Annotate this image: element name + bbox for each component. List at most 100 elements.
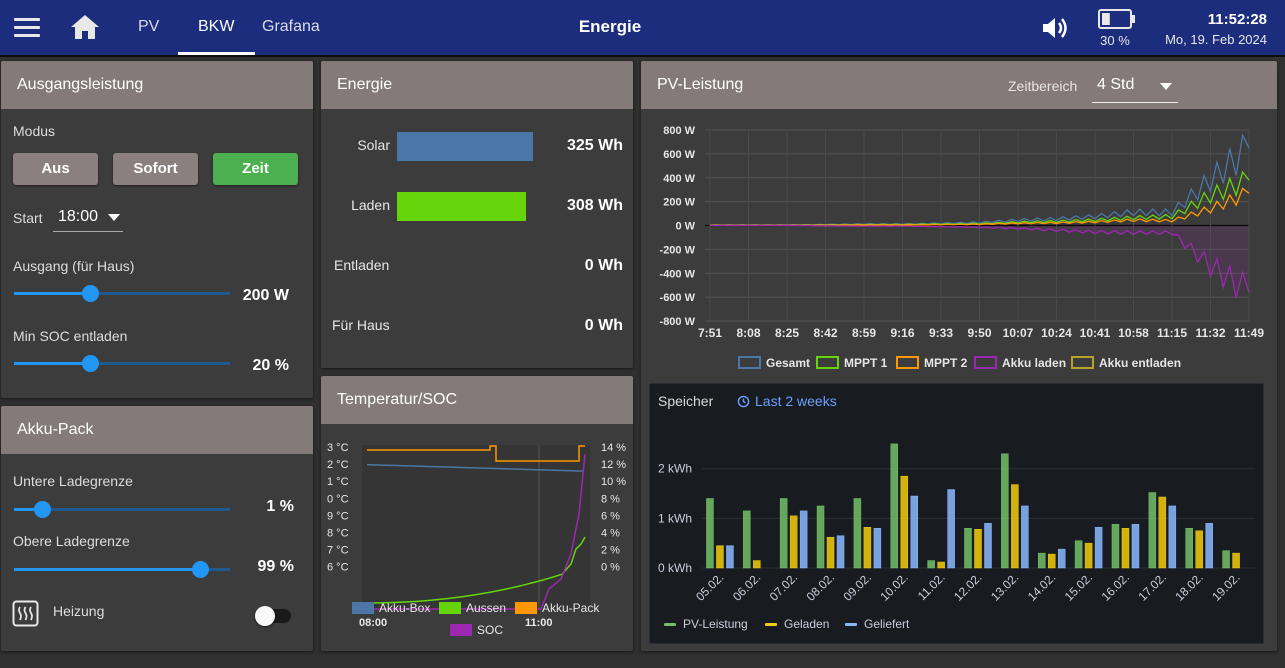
storage-panel-title: Speicher <box>658 393 714 409</box>
output-slider[interactable] <box>14 285 230 302</box>
y2-tick-label: 0 % <box>601 562 620 574</box>
start-label: Start <box>13 210 43 226</box>
mode-instant-button[interactable]: Sofort <box>113 153 198 185</box>
battery-pack-card: Akku-Pack Untere Ladegrenze 1 % Obere La… <box>1 406 313 651</box>
heater-toggle-knob[interactable] <box>255 606 275 626</box>
y-tick-label: 7 °C <box>327 545 349 557</box>
time-range-text: Last 2 weeks <box>755 393 837 409</box>
series-akku-laden <box>710 224 1250 299</box>
bar-geliefert <box>726 545 734 569</box>
y-tick-label: -400 W <box>660 268 696 280</box>
legend-label: MPPT 1 <box>844 356 888 370</box>
x-tick-label: 15.02. <box>1062 570 1095 603</box>
bar-geladen <box>826 536 835 569</box>
series-aussen <box>366 536 586 604</box>
x-tick-label: 08:00 <box>359 617 387 629</box>
energy-row-label: Solar <box>357 137 390 153</box>
legend-label: Geladen <box>784 617 829 631</box>
mode-time-button[interactable]: Zeit <box>213 153 298 185</box>
battery-percent: 30 % <box>1100 33 1130 48</box>
tab-grafana[interactable]: Grafana <box>262 18 320 35</box>
x-tick-label: 16.02. <box>1099 570 1132 603</box>
legend-swatch <box>896 356 919 369</box>
bar-geladen <box>974 529 982 569</box>
x-tick-label: 8:42 <box>813 326 837 340</box>
bar-geliefert <box>1168 505 1177 569</box>
min-soc-slider-knob[interactable] <box>81 355 99 372</box>
chevron-down-icon <box>1160 83 1172 90</box>
bar-geladen <box>716 545 724 569</box>
volume-icon[interactable] <box>1040 14 1070 47</box>
menu-icon[interactable] <box>14 18 40 38</box>
top-app-bar: PV BKW Grafana Energie 30 % 11:52:28 Mo,… <box>0 0 1285 57</box>
y-tick-label: -600 W <box>660 292 696 304</box>
tab-pv[interactable]: PV <box>138 18 160 35</box>
bar-pv-leistung <box>1111 524 1120 569</box>
bar-pv-leistung <box>1074 540 1083 569</box>
series-akku-pack <box>367 445 585 462</box>
energy-bar <box>397 192 526 221</box>
bar-geladen <box>1232 552 1240 569</box>
bar-geladen <box>900 475 909 569</box>
time-range-select[interactable]: 4 Std <box>1092 69 1178 103</box>
min-soc-slider[interactable] <box>14 355 230 372</box>
x-tick-label: 8:08 <box>736 326 760 340</box>
bar-geladen <box>1047 553 1056 569</box>
y2-tick-label: 12 % <box>601 459 626 471</box>
x-tick-label: 11:32 <box>1195 326 1225 340</box>
output-slider-knob[interactable] <box>81 285 99 302</box>
temperature-soc-card: Temperatur/SOC 3 °C 2 °C 1 °C 0 °C 9 °C 8 °C 7… <box>321 376 633 651</box>
energy-row-value: 325 Wh <box>566 137 623 154</box>
y2-tick-label: 14 % <box>601 442 626 454</box>
upper-limit-slider-knob[interactable] <box>191 561 209 578</box>
battery-icon <box>1098 8 1136 35</box>
lower-limit-slider-knob[interactable] <box>34 501 52 518</box>
x-tick-label: 07.02. <box>767 570 800 603</box>
bar-pv-leistung <box>706 498 714 569</box>
legend-swatch <box>765 623 777 626</box>
bar-geliefert <box>873 528 882 569</box>
legend-label: SOC <box>477 623 503 637</box>
heater-icon <box>12 600 39 632</box>
bar-geliefert <box>799 510 808 569</box>
y-tick-label: 800 W <box>663 125 695 137</box>
y2-tick-label: 8 % <box>601 493 620 505</box>
upper-limit-value: 99 % <box>257 558 294 575</box>
bar-geladen <box>789 515 798 569</box>
y-tick-label: 1 kWh <box>658 511 692 525</box>
x-tick-label: 10:41 <box>1080 326 1111 340</box>
energy-row-label: Laden <box>351 197 390 213</box>
temperature-soc-title: Temperatur/SOC <box>321 376 633 424</box>
home-icon[interactable] <box>70 13 100 46</box>
time-range-picker[interactable]: Last 2 weeks <box>737 393 837 409</box>
x-tick-label: 19.02. <box>1209 570 1242 603</box>
x-tick-label: 06.02. <box>730 570 763 603</box>
legend-swatch <box>1071 356 1094 369</box>
bar-pv-leistung <box>890 443 899 569</box>
plot-area <box>362 445 590 609</box>
output-label: Ausgang (für Haus) <box>13 258 135 274</box>
battery-pack-title: Akku-Pack <box>1 406 313 454</box>
x-tick-label: 05.02. <box>693 570 726 603</box>
energy-row-value: 308 Wh <box>566 197 623 214</box>
page-title: Energie <box>578 17 642 36</box>
mode-off-button[interactable]: Aus <box>13 153 98 185</box>
bar-geliefert <box>1057 548 1066 569</box>
y-tick-label: 0 W <box>675 221 695 233</box>
x-tick-label: 17.02. <box>1135 570 1168 603</box>
heater-label: Heizung <box>53 603 105 619</box>
energy-title: Energie <box>321 61 633 109</box>
energy-bar <box>397 132 533 161</box>
tab-bkw[interactable]: BKW <box>198 18 235 35</box>
start-time-select[interactable]: 18:00 <box>53 206 123 232</box>
x-tick-label: 10.02. <box>877 570 910 603</box>
legend-swatch <box>450 624 472 636</box>
upper-limit-slider[interactable] <box>14 561 230 578</box>
legend-swatch <box>352 602 374 614</box>
min-soc-slider-fill <box>14 362 90 365</box>
lower-limit-slider[interactable] <box>14 501 230 518</box>
heater-toggle[interactable] <box>255 606 291 626</box>
x-tick-label: 08.02. <box>804 570 837 603</box>
energy-card: Energie Solar 325 Wh Laden 308 Wh Entladen 0 … <box>321 61 633 368</box>
